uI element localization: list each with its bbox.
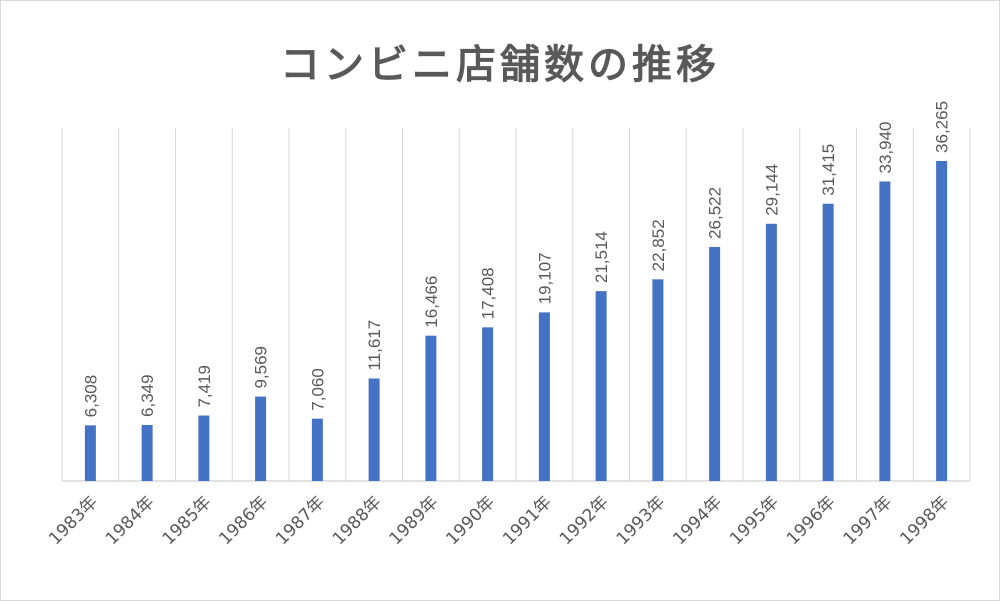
x-tick-label: 1994年 [669, 492, 726, 549]
data-label: 17,408 [479, 267, 498, 319]
bar [255, 396, 267, 481]
chart-title: コンビニ店舗数の推移 [280, 42, 720, 88]
x-tick-label: 1990年 [442, 492, 499, 549]
bar [652, 279, 664, 481]
x-tick-label: 1998年 [896, 492, 953, 549]
bar [482, 327, 494, 481]
x-tick-label: 1988年 [329, 492, 386, 549]
x-tick-label: 1993年 [613, 492, 670, 549]
data-label: 6,308 [81, 375, 100, 418]
data-label: 26,522 [706, 187, 725, 239]
x-tick-label: 1997年 [840, 492, 897, 549]
data-label: 9,569 [252, 346, 271, 389]
bar [538, 312, 550, 481]
data-label: 31,415 [819, 144, 838, 196]
data-label: 6,349 [138, 374, 157, 417]
bar [368, 378, 380, 481]
bar [141, 424, 153, 481]
x-tick-label: 1996年 [783, 492, 840, 549]
data-label: 11,617 [365, 320, 384, 371]
x-tick-label: 1984年 [102, 492, 159, 549]
bar [709, 246, 721, 481]
data-label: 19,107 [535, 252, 554, 304]
x-tick-label: 1985年 [159, 492, 216, 549]
x-tick-label: 1987年 [272, 492, 329, 549]
data-label: 22,852 [649, 219, 668, 271]
bar [822, 203, 834, 481]
bar [311, 418, 323, 481]
x-tick-label: 1983年 [45, 492, 102, 549]
bar [198, 415, 210, 481]
bar [595, 291, 607, 481]
x-tick-label: 1991年 [499, 492, 556, 549]
bar [936, 160, 948, 482]
bar [879, 181, 891, 482]
data-label: 7,060 [308, 368, 327, 411]
x-tick-label: 1995年 [726, 492, 783, 549]
data-label: 21,514 [592, 231, 611, 283]
bar [765, 223, 777, 481]
x-tick-label: 1992年 [556, 492, 613, 549]
data-label: 33,940 [876, 121, 895, 173]
data-label: 29,144 [762, 164, 781, 216]
data-label: 7,419 [195, 365, 214, 408]
bar [425, 335, 437, 481]
x-tick-label: 1986年 [215, 492, 272, 549]
bar [84, 425, 96, 481]
data-label: 16,466 [422, 276, 441, 328]
data-label: 36,265 [933, 101, 952, 153]
x-tick-label: 1989年 [386, 492, 443, 549]
